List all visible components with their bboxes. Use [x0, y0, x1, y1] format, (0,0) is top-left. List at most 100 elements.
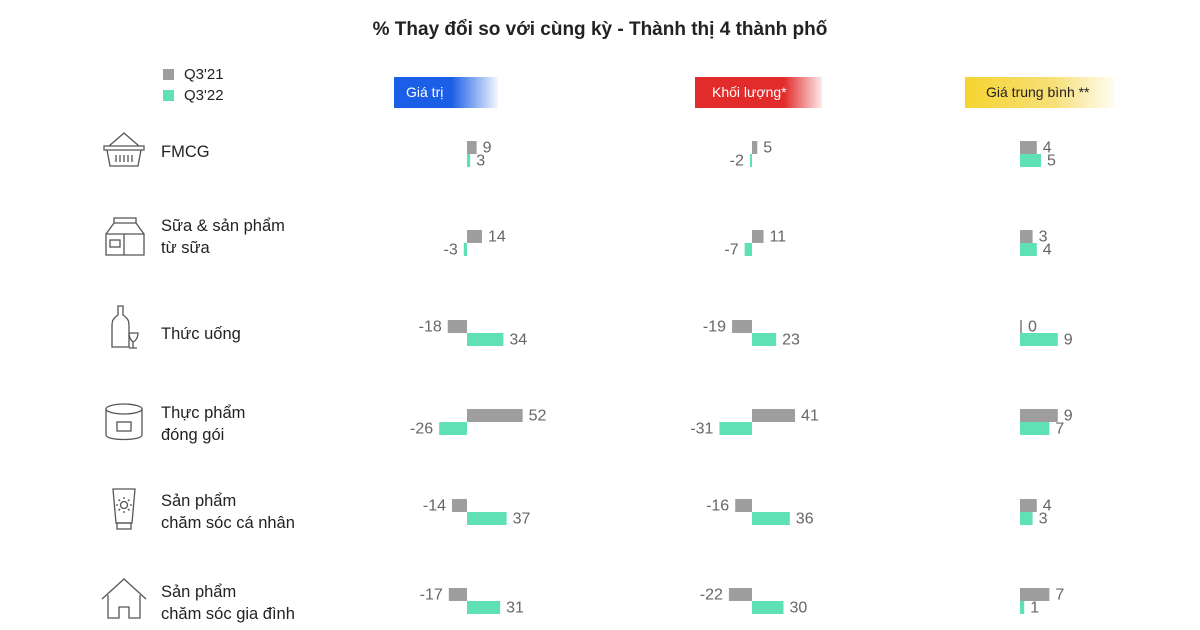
category-label-home-care: Sản phẩm chăm sóc gia đình	[161, 581, 295, 625]
bar-volume-q322-row-5	[752, 512, 790, 525]
food-can-icon	[105, 403, 143, 441]
legend-label-q322: Q3'22	[184, 87, 224, 104]
shopping-basket-icon	[103, 132, 145, 167]
data-label-value-q322-row-2: -3	[444, 242, 458, 259]
bar-volume-q321-row-5	[735, 499, 752, 512]
data-label-avg-price-q322-row-1: 5	[1047, 153, 1056, 170]
lotion-tube-icon	[112, 488, 136, 530]
data-label-volume-q322-row-5: 36	[796, 511, 814, 528]
legend-swatch-q322	[163, 90, 174, 101]
bar-volume-q322-row-6	[752, 601, 784, 614]
data-label-value-q322-row-3: 34	[509, 332, 527, 349]
category-label-line: Thức uống	[161, 325, 241, 343]
bar-volume-q322-row-3	[752, 333, 777, 346]
data-label-volume-q321-row-1: 5	[763, 140, 772, 157]
data-label-avg-price-q321-row-6: 7	[1055, 587, 1064, 604]
bar-volume-q321-row-6	[728, 588, 752, 601]
legend-swatch-q321	[163, 69, 174, 80]
bar-value-q321-row-4	[467, 409, 523, 422]
data-label-value-q321-row-1: 9	[483, 140, 492, 157]
bar-avg-price-q322-row-5	[1020, 512, 1033, 525]
chart-title: % Thay đổi so với cùng kỳ - Thành thị 4 …	[372, 19, 828, 40]
category-label-line: từ sữa	[161, 239, 210, 257]
bar-value-q322-row-2	[463, 243, 467, 256]
category-label-packaged-food: Thực phẩm đóng gói	[161, 402, 245, 446]
bar-avg-price-q322-row-1	[1020, 154, 1041, 167]
category-label-line: FMCG	[161, 143, 210, 161]
bar-avg-price-q321-row-5	[1020, 499, 1037, 512]
bar-avg-price-q322-row-6	[1020, 601, 1025, 614]
category-label-personal-care: Sản phẩm chăm sóc cá nhân	[161, 490, 295, 534]
data-label-volume-q321-row-6: -22	[700, 587, 723, 604]
milk-carton-icon	[105, 217, 145, 256]
panel-header-avg-price: Giá trung bình **	[965, 77, 1115, 108]
bar-volume-q321-row-2	[752, 230, 764, 243]
bar-volume-q321-row-3	[732, 320, 752, 333]
bar-value-q322-row-5	[467, 512, 507, 525]
data-label-volume-q322-row-2: -7	[724, 242, 738, 259]
panel-header-volume: Khối lượng*	[695, 77, 822, 108]
panel-header-value: Giá trị	[394, 77, 498, 108]
category-label-dairy: Sữa & sản phẩm từ sữa	[161, 215, 285, 259]
bar-value-q322-row-4	[439, 422, 467, 435]
bottle-glass-icon	[111, 305, 139, 349]
data-label-avg-price-q321-row-1: 4	[1043, 140, 1052, 157]
bar-value-q321-row-1	[467, 141, 477, 154]
data-label-avg-price-q322-row-5: 3	[1039, 511, 1048, 528]
data-label-avg-price-q322-row-2: 4	[1043, 242, 1052, 259]
legend-label-q321: Q3'21	[184, 66, 224, 83]
bar-value-q321-row-2	[467, 230, 482, 243]
data-label-avg-price-q321-row-4: 9	[1064, 408, 1073, 425]
data-label-volume-q322-row-3: 23	[782, 332, 800, 349]
bar-volume-q321-row-4	[752, 409, 796, 422]
panel-title-value: Giá trị	[406, 84, 444, 100]
data-label-avg-price-q322-row-4: 7	[1055, 421, 1064, 438]
data-label-volume-q321-row-5: -16	[706, 498, 729, 515]
data-label-volume-q321-row-3: -19	[703, 319, 726, 336]
data-label-avg-price-q322-row-3: 9	[1064, 332, 1073, 349]
data-label-avg-price-q321-row-3: 0	[1028, 319, 1037, 336]
data-label-value-q322-row-1: 3	[476, 153, 485, 170]
category-label-line: Thực phẩm	[161, 404, 246, 422]
data-label-avg-price-q321-row-2: 3	[1039, 229, 1048, 246]
bar-value-q322-row-3	[467, 333, 504, 346]
category-label-line: Sản phẩm	[161, 583, 237, 601]
category-label-line: Sản phẩm	[161, 492, 237, 510]
data-label-volume-q322-row-6: 30	[790, 600, 808, 617]
legend-item-q322: Q3'22	[163, 85, 224, 106]
category-label-line: Sữa & sản phẩm	[161, 217, 285, 235]
bar-avg-price-q322-row-2	[1020, 243, 1037, 256]
data-label-volume-q322-row-1: -2	[730, 153, 744, 170]
data-label-value-q321-row-5: -14	[423, 498, 446, 515]
category-label-line: chăm sóc cá nhân	[161, 514, 295, 532]
data-label-value-q322-row-6: 31	[506, 600, 524, 617]
bar-volume-q322-row-1	[749, 154, 752, 167]
category-label-beverages: Thức uống	[161, 323, 241, 345]
data-label-avg-price-q322-row-6: 1	[1030, 600, 1039, 617]
data-label-value-q321-row-2: 14	[488, 229, 506, 246]
bar-value-q321-row-3	[447, 320, 467, 333]
legend: Q3'21 Q3'22	[163, 64, 224, 106]
legend-item-q321: Q3'21	[163, 64, 224, 85]
bar-avg-price-q321-row-4	[1020, 409, 1058, 422]
data-label-avg-price-q321-row-5: 4	[1043, 498, 1052, 515]
data-label-volume-q322-row-4: -31	[690, 421, 713, 438]
bar-value-q322-row-6	[467, 601, 501, 614]
data-label-value-q322-row-4: -26	[410, 421, 433, 438]
bar-volume-q322-row-4	[719, 422, 752, 435]
bar-volume-q321-row-1	[752, 141, 758, 154]
data-label-volume-q321-row-2: 11	[770, 229, 787, 246]
bar-avg-price-q321-row-2	[1020, 230, 1033, 243]
house-icon	[101, 578, 147, 619]
bar-avg-price-q322-row-3	[1020, 333, 1058, 346]
category-label-line: đóng gói	[161, 426, 225, 444]
category-label-line: chăm sóc gia đình	[161, 605, 295, 623]
data-label-value-q322-row-5: 37	[513, 511, 531, 528]
bar-value-q321-row-5	[452, 499, 467, 512]
bar-avg-price-q321-row-6	[1020, 588, 1050, 601]
data-label-value-q321-row-4: 52	[529, 408, 547, 425]
bar-volume-q322-row-2	[744, 243, 752, 256]
panel-title-avg-price: Giá trung bình **	[986, 84, 1090, 100]
bar-avg-price-q321-row-3	[1020, 320, 1022, 333]
bar-avg-price-q322-row-4	[1020, 422, 1050, 435]
